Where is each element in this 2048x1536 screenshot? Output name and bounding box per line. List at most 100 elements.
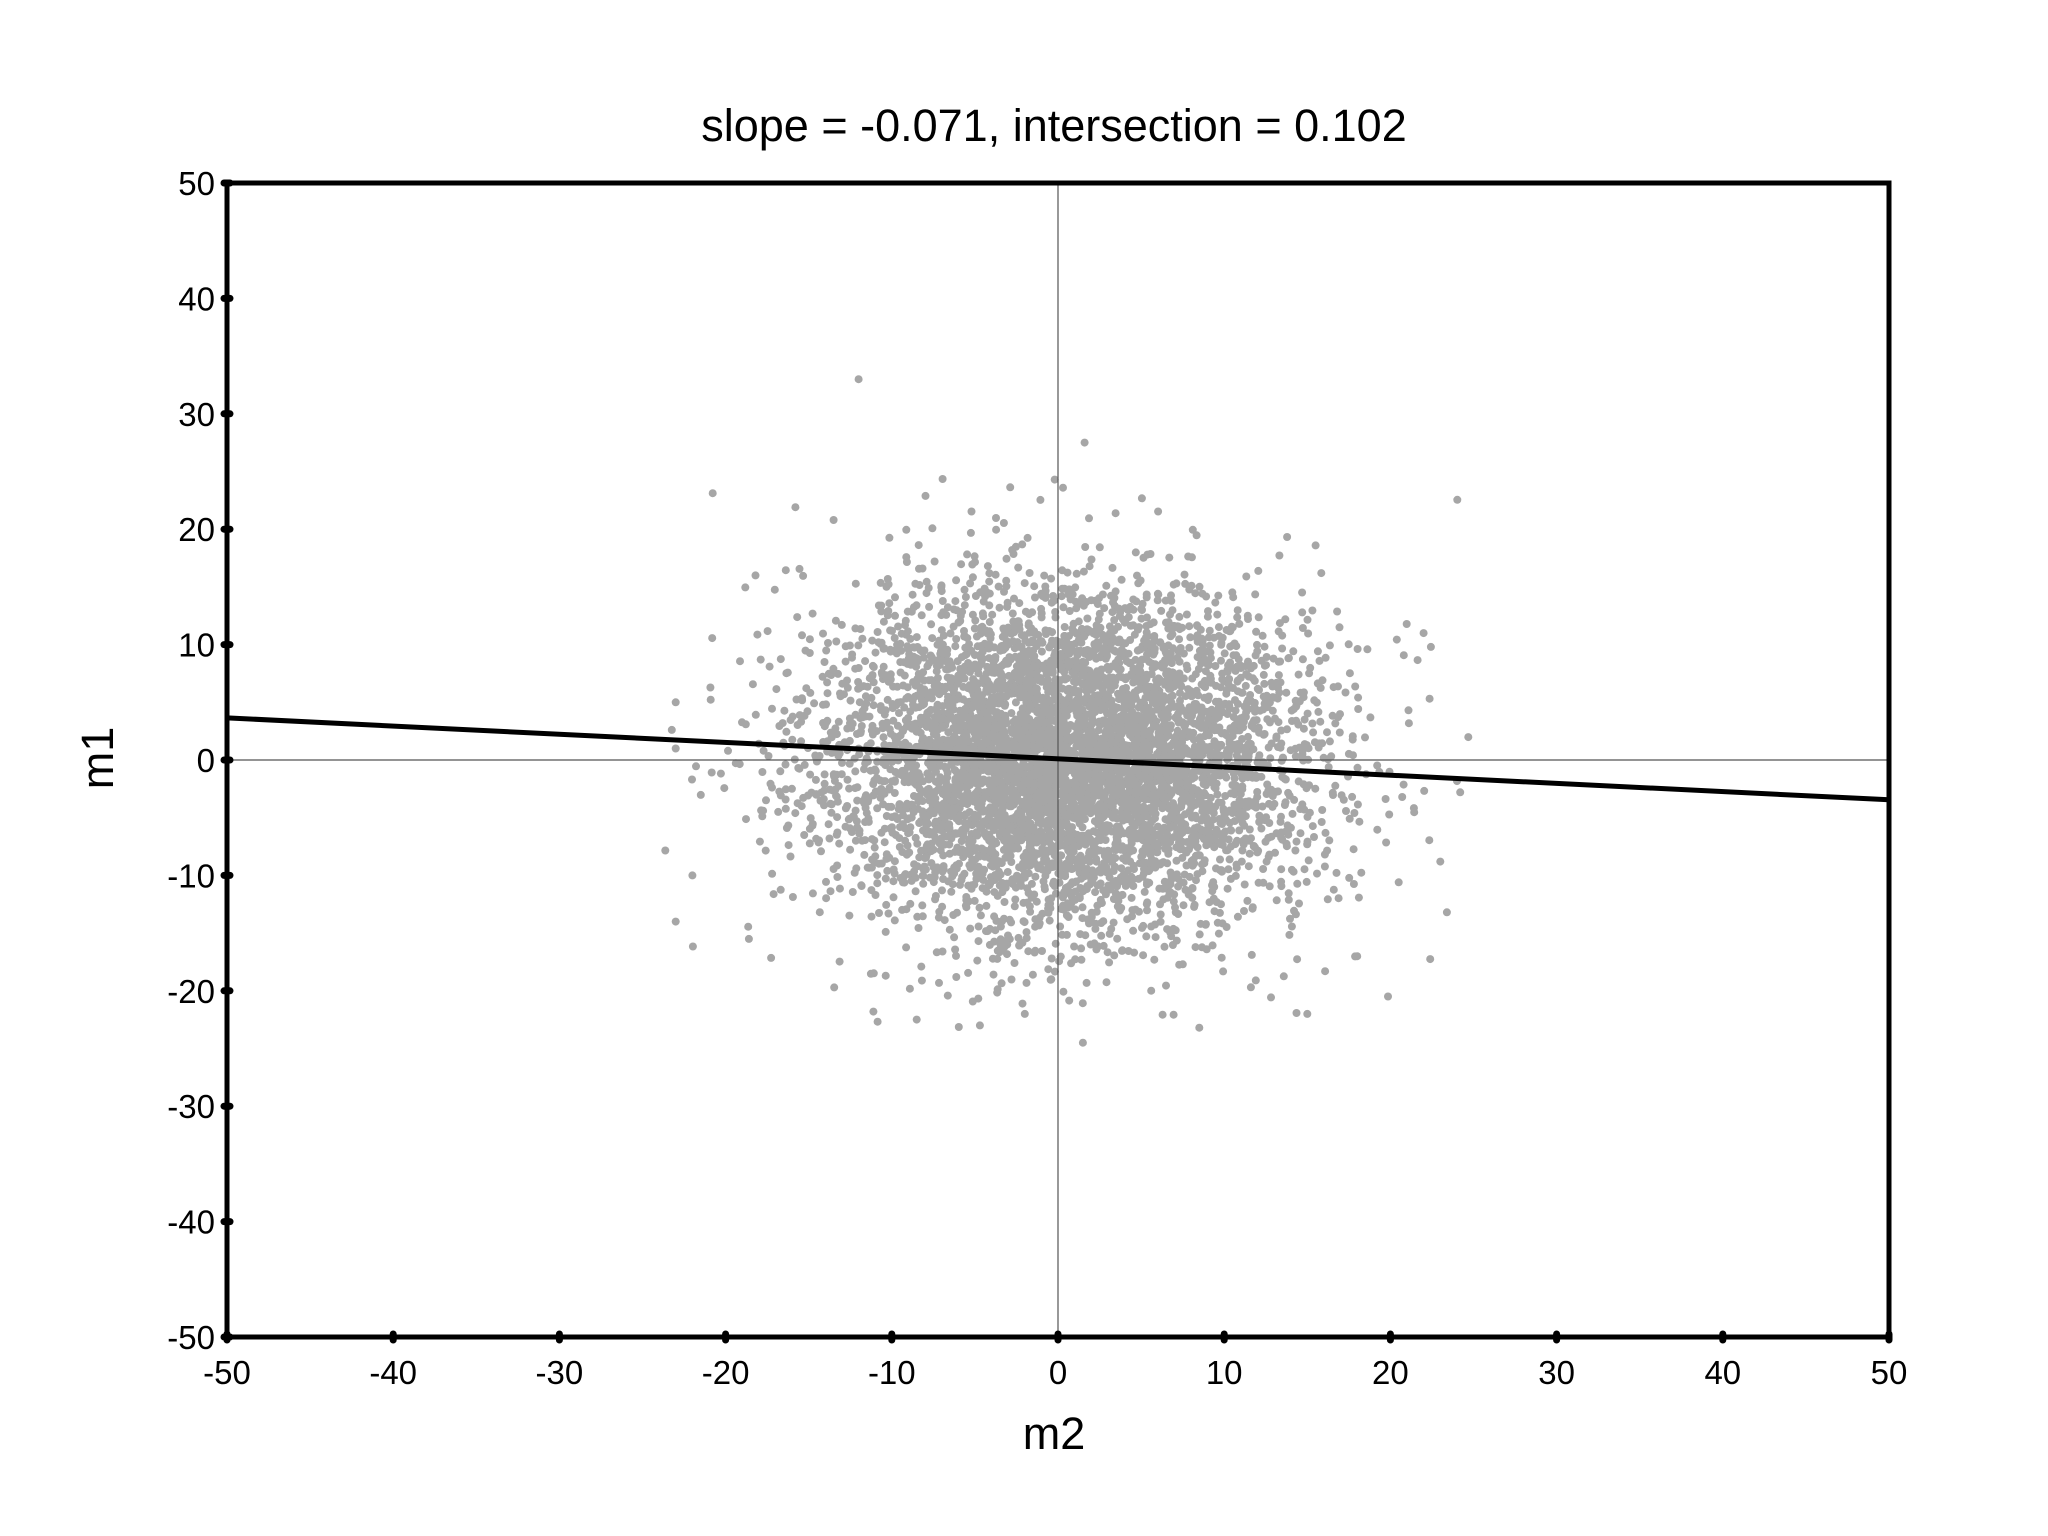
data-point [1177,802,1186,811]
data-point [1059,987,1068,996]
data-point [1122,789,1130,798]
data-point [1065,607,1074,615]
data-point [1006,655,1015,664]
data-point [917,962,926,971]
data-point [939,875,948,883]
data-point [1354,893,1363,902]
data-point [1192,531,1201,540]
data-point [1129,882,1138,890]
data-point [1192,686,1201,695]
data-point [983,629,992,638]
data-point [1139,858,1148,867]
data-point [1342,807,1350,815]
data-point [1246,983,1255,992]
data-point [1241,836,1250,845]
data-point [1041,626,1050,635]
data-point [1274,671,1283,680]
data-point [870,836,879,845]
data-point [986,705,995,714]
data-point [1145,866,1154,875]
data-point [1325,836,1334,845]
data-point [890,857,899,866]
data-point [1000,587,1008,596]
data-point [1049,877,1058,886]
data-point [1092,621,1101,630]
data-point [812,834,821,843]
data-point [1108,673,1117,682]
data-point [1313,869,1321,878]
data-point [1092,857,1101,866]
data-point [1192,702,1200,711]
data-point [758,768,767,776]
data-point [856,625,865,633]
data-point [1111,703,1120,712]
data-point [1187,692,1196,701]
data-point [865,712,874,721]
data-point [1298,655,1307,664]
data-point [1117,864,1126,873]
data-point [1153,822,1162,831]
data-point [1233,613,1242,622]
data-point [1165,553,1174,562]
data-point [742,815,750,824]
data-point [1249,661,1258,670]
data-point [943,991,952,1000]
data-point [957,560,966,569]
data-point [911,579,920,588]
data-point [1300,715,1309,724]
data-point [799,793,808,802]
data-point [1143,898,1152,907]
data-point [1281,775,1290,784]
data-point [1289,647,1298,656]
data-point [781,795,790,804]
data-point [1179,901,1188,910]
data-point [936,776,945,785]
data-point [889,877,898,886]
data-point [1205,641,1214,650]
data-point [1257,824,1266,833]
data-point [855,750,864,759]
data-point [1071,665,1080,674]
data-point [1272,896,1281,905]
data-point [827,808,836,817]
data-point [1058,930,1067,939]
data-point [1348,732,1357,741]
data-point [1061,792,1070,801]
data-point [1143,550,1152,559]
data-point [939,851,948,860]
data-point [688,775,696,784]
data-point [833,873,842,881]
data-point [1199,826,1208,835]
data-point [1345,873,1354,882]
data-point [966,924,975,933]
data-point [911,719,920,728]
data-point [1191,943,1200,952]
data-point [868,636,877,645]
data-point [1099,941,1108,950]
data-point [1138,599,1147,608]
data-point [868,672,877,680]
data-point [915,792,924,801]
data-point [1007,858,1016,866]
data-point [1235,619,1244,628]
data-point [1287,922,1296,931]
data-point [1113,778,1122,787]
data-point [1225,855,1234,864]
data-point [1299,724,1308,733]
data-point [1099,886,1108,895]
data-point [1235,826,1244,835]
data-point [1310,833,1318,841]
data-point [1413,656,1422,665]
data-point [1072,657,1081,666]
data-point [1087,555,1096,564]
data-point [931,895,940,904]
data-point [887,802,896,811]
data-point [819,629,827,638]
data-point [772,685,781,694]
data-point [1366,713,1375,722]
data-point [937,581,946,590]
data-point [997,662,1006,670]
data-point [1224,865,1233,874]
data-point [985,618,994,626]
data-point [1284,895,1293,904]
